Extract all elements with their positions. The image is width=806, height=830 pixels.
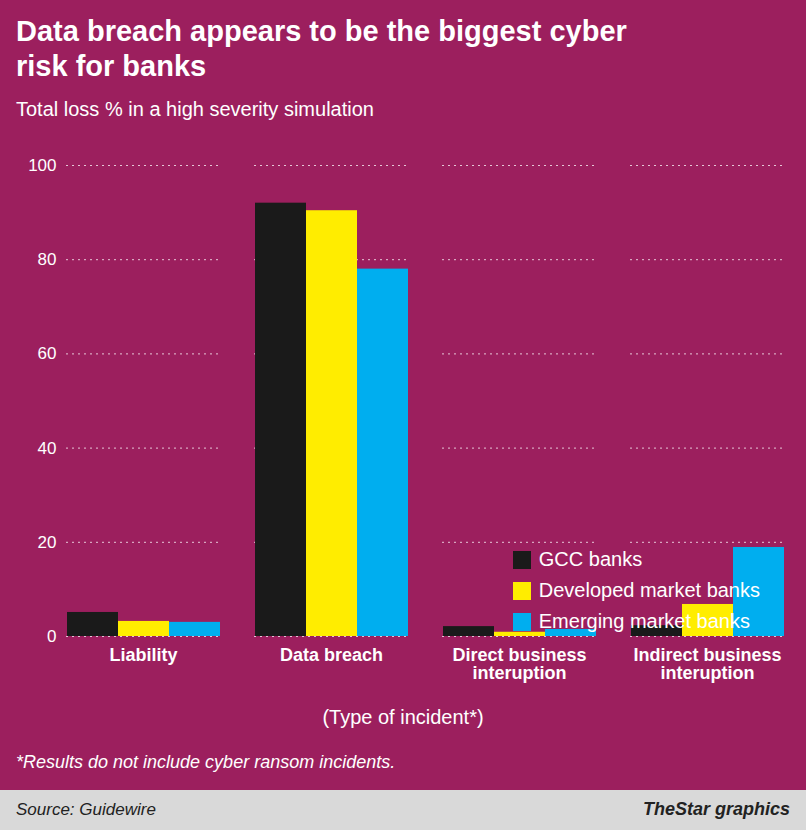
svg-text:80: 80 (38, 250, 57, 269)
svg-text:Direct businessinteruption: Direct businessinteruption (452, 645, 586, 683)
html-text:Source: Guidewire: Source: Guidewire (16, 800, 156, 819)
html-text:*Results do not include cyber: *Results do not include cyber ransom inc… (16, 752, 396, 772)
html-text:Total loss % in a high severit: Total loss % in a high severity simulati… (16, 98, 374, 120)
html-text:Developed market banks: Developed market banks (538, 579, 760, 601)
svg-text:60: 60 (38, 344, 57, 363)
svg-text:Liability: Liability (109, 645, 177, 665)
svg-text:0: 0 (47, 627, 56, 646)
html-text:TheStar graphics: TheStar graphics (643, 799, 790, 819)
svg-text:Data breach: Data breach (280, 645, 383, 665)
svg-text:40: 40 (38, 439, 57, 458)
html-text:GCC banks: GCC banks (538, 548, 643, 570)
svg-text:100: 100 (28, 156, 56, 175)
svg-text:Indirect businessinteruption: Indirect businessinteruption (633, 645, 781, 683)
html-text:Data breach appears to be the: Data breach appears to be the biggest cy… (16, 15, 627, 82)
svg-text:20: 20 (38, 533, 57, 552)
html-text:(Type of incident*): (Type of incident*) (322, 706, 484, 728)
html-text:Emerging market banks: Emerging market banks (538, 610, 750, 632)
